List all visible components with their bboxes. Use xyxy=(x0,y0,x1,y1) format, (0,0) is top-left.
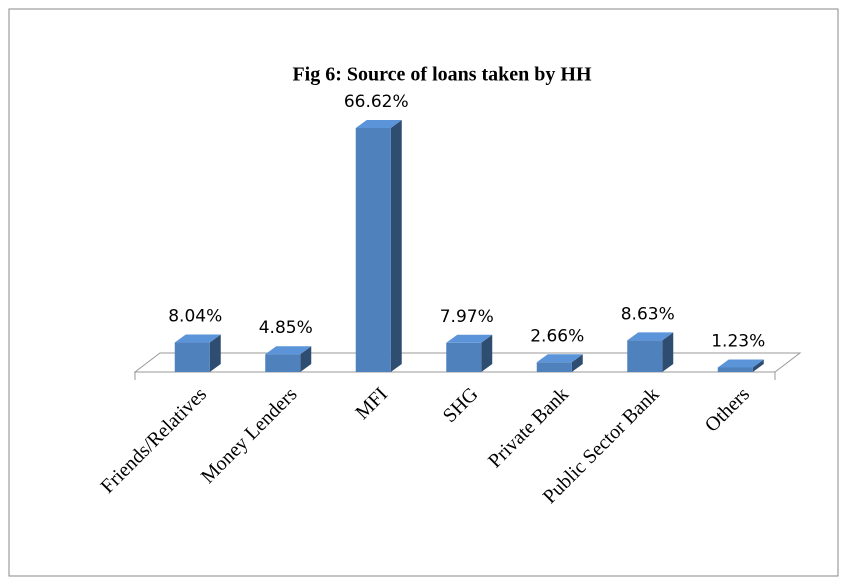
chart-title: Fig 6: Source of loans taken by HH xyxy=(292,64,592,86)
bar-top xyxy=(536,354,583,363)
bar xyxy=(265,354,301,372)
bar xyxy=(446,342,482,372)
value-label: 8.04% xyxy=(168,307,222,327)
bar xyxy=(174,342,210,372)
bar-top xyxy=(627,332,674,341)
bar-top xyxy=(717,359,764,368)
bar-top xyxy=(174,334,221,343)
value-label: 7.97% xyxy=(440,307,494,327)
chart-frame xyxy=(8,8,839,577)
bar-side xyxy=(662,332,674,372)
bar xyxy=(627,340,663,372)
value-label: 4.85% xyxy=(259,318,313,338)
value-label: 66.62% xyxy=(344,92,409,112)
bar-side xyxy=(481,334,493,372)
bar-side xyxy=(571,354,583,372)
bar-top xyxy=(446,334,493,343)
bar-side xyxy=(209,334,221,372)
bar xyxy=(536,362,572,372)
value-label: 2.66% xyxy=(530,326,584,346)
bar xyxy=(355,128,391,372)
value-label: 1.23% xyxy=(711,331,765,351)
bar xyxy=(717,367,753,372)
bar-side xyxy=(752,359,764,372)
value-label: 8.63% xyxy=(621,304,675,324)
bar-top xyxy=(355,120,402,128)
bar-side xyxy=(390,120,402,372)
bar-side xyxy=(300,346,312,372)
bar-top xyxy=(265,346,312,355)
